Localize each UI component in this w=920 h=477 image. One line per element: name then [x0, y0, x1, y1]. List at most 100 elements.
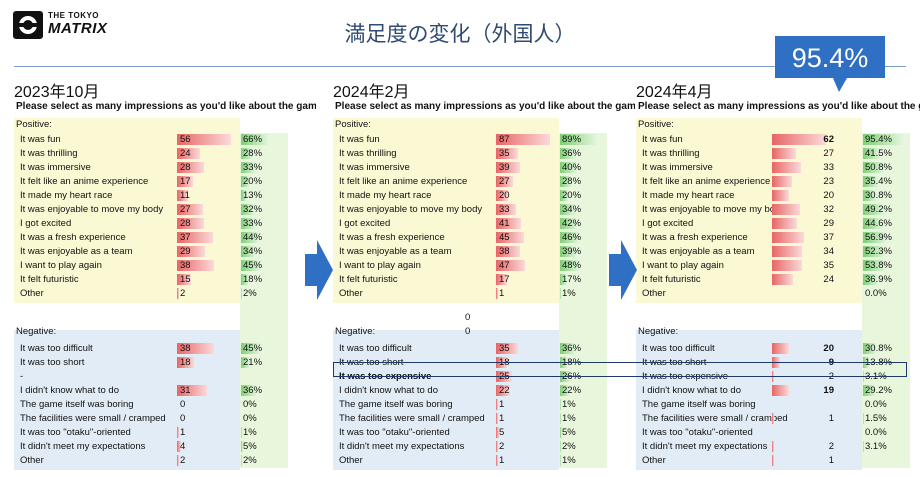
percent-bar	[560, 218, 578, 229]
table-row: I got excited 41 42%	[333, 217, 615, 231]
row-label: It was thrilling	[20, 148, 78, 159]
percent-bar	[241, 357, 250, 368]
panel-title: 2024年4月	[636, 84, 713, 101]
percent-value: 2%	[243, 455, 257, 466]
table-row: It was enjoyable as a team 38 39%	[333, 245, 615, 259]
table-row: It was too short 18 21%	[14, 356, 296, 370]
count-bar	[496, 274, 507, 285]
percent-value: 36%	[562, 148, 582, 159]
count-value: 1	[499, 399, 505, 410]
row-label: It was fun	[339, 134, 380, 145]
table-row: It felt futuristic 15 18%	[14, 273, 296, 287]
count-value: 23	[823, 176, 834, 187]
table-row: It was too difficult 20 30.8%	[636, 342, 918, 356]
percent-value: 46%	[562, 232, 582, 243]
count-bar	[772, 176, 792, 187]
percent-value: 2%	[243, 288, 257, 299]
table-row: It didn't meet my expectations 2 2%	[333, 440, 615, 454]
row-label: It was too difficult	[20, 343, 93, 354]
count-bar	[177, 148, 200, 159]
percent-value: 45%	[243, 260, 263, 271]
table-row: It was too "otaku"-oriented 5 5%	[333, 426, 615, 440]
percent-bar	[863, 162, 885, 173]
count-value: 5	[499, 427, 505, 438]
row-label: -	[20, 371, 24, 382]
count-value: 0	[180, 413, 186, 424]
table-row: It felt like an anime experience 17 20%	[14, 175, 296, 189]
negative-bg	[333, 330, 559, 470]
count-value: 19	[823, 385, 834, 396]
row-label: I didn't know what to do	[642, 385, 741, 396]
percent-bar	[560, 343, 576, 354]
count-value: 37	[180, 232, 191, 243]
row-label: It was too "otaku"-oriented	[339, 427, 450, 438]
count-value: 56	[180, 134, 191, 145]
title-divider	[14, 66, 906, 67]
question-text: Please select as many impressions as you…	[16, 101, 316, 112]
row-label: It was enjoyable to move my body	[20, 204, 164, 215]
logo-text-top: THE TOKYO	[48, 11, 100, 20]
row-label: It was immersive	[642, 162, 713, 173]
count-bar	[496, 190, 508, 201]
percent-bar	[241, 246, 256, 257]
table-row: It was enjoyable to move my body 27 32%	[14, 203, 296, 217]
table-row: It was immersive 39 40%	[333, 161, 615, 175]
percent-value: 18%	[243, 274, 263, 285]
table-row: It felt futuristic 17 17%	[333, 273, 615, 287]
count-value: 27	[499, 176, 510, 187]
callout-value: 95.4%	[791, 43, 869, 73]
arrow-right-icon	[609, 240, 637, 300]
table-row: It didn't meet my expectations 2 3.1%	[636, 440, 918, 454]
row-label: It felt futuristic	[339, 274, 398, 285]
count-value: 1	[828, 413, 834, 424]
table-row: It was a fresh experience 37 56.9%	[636, 231, 918, 245]
row-label: The facilities were small / cramped	[339, 413, 485, 424]
count-bar	[496, 441, 498, 452]
count-value: 18	[180, 357, 191, 368]
count-bar	[772, 455, 774, 466]
count-value: 11	[180, 190, 190, 201]
table-row: It was a fresh experience 37 44%	[14, 231, 296, 245]
count-value: 22	[499, 385, 510, 396]
row-label: It made my heart race	[642, 190, 735, 201]
logo: THE TOKYO MATRIX	[12, 8, 122, 42]
table-row: The facilities were small / cramped 1 1.5%	[636, 412, 918, 426]
percent-bar	[241, 176, 250, 187]
count-bar	[496, 246, 520, 257]
count-value: 38	[180, 343, 191, 354]
percent-value: 44%	[243, 232, 263, 243]
percent-bar	[560, 260, 581, 271]
percent-bar	[863, 441, 864, 452]
percent-value: 5%	[562, 427, 576, 438]
table-row: It was thrilling 24 28%	[14, 147, 296, 161]
row-label: I didn't know what to do	[20, 385, 119, 396]
row-label: I got excited	[20, 218, 72, 229]
row-label: It was enjoyable to move my body	[339, 204, 483, 215]
row-label: It didn't meet my expectations	[20, 441, 146, 452]
table-row: I want to play again 35 53.8%	[636, 259, 918, 273]
table-row: It didn't meet my expectations 4 5%	[14, 440, 296, 454]
percent-bar	[241, 218, 256, 229]
row-label: I got excited	[339, 218, 391, 229]
count-bar	[772, 162, 801, 173]
percent-bar	[863, 204, 885, 215]
count-value: 2	[180, 455, 186, 466]
percent-bar	[241, 190, 247, 201]
percent-bar	[241, 455, 242, 466]
percent-bar	[241, 343, 261, 354]
percent-bar	[560, 399, 561, 410]
positive-bg	[636, 118, 862, 303]
percent-bar	[560, 427, 562, 438]
count-bar	[177, 441, 181, 452]
count-bar	[177, 357, 194, 368]
percent-bar	[241, 274, 249, 285]
count-value: 1	[499, 288, 505, 299]
row-label: It felt like an anime experience	[20, 176, 149, 187]
row-label: It didn't meet my expectations	[339, 441, 465, 452]
percent-value: 22%	[562, 385, 582, 396]
percent-value: 42%	[562, 218, 582, 229]
count-value: 2	[828, 441, 834, 452]
count-bar	[177, 343, 214, 354]
count-bar	[177, 288, 179, 299]
percent-bar	[560, 232, 580, 243]
